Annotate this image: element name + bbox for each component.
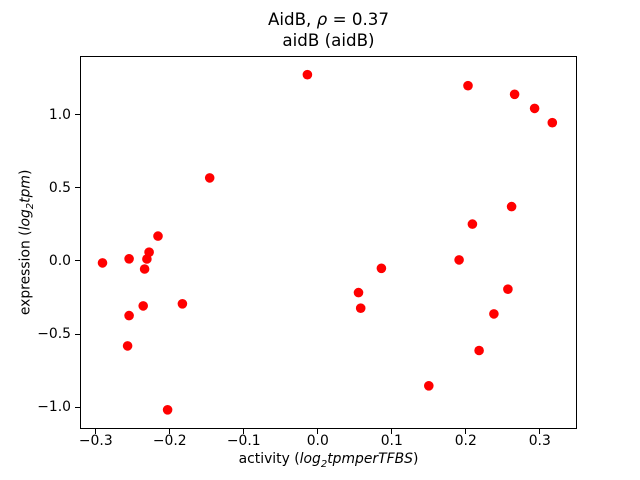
data-point [509, 89, 520, 100]
x-tick-label: 0.1 [380, 433, 403, 449]
y-tick-mark [75, 114, 80, 116]
data-point [376, 263, 387, 274]
data-point [97, 258, 108, 268]
ylabel-prefix: expression ( [17, 230, 34, 316]
x-tick-mark [169, 429, 171, 434]
x-tick-mark [391, 429, 393, 434]
xlabel-sub: 2 [320, 458, 328, 470]
x-tick-mark [317, 429, 319, 434]
x-tick-label: 0.0 [306, 433, 329, 449]
xlabel-prefix: activity ( [238, 451, 300, 467]
data-point [122, 341, 133, 351]
xlabel-suffix: ) [412, 451, 419, 467]
y-tick-mark [75, 333, 80, 335]
ylabel-sub: 2 [25, 202, 37, 210]
data-point [454, 255, 464, 265]
y-tick-label: −1.0 [37, 399, 71, 416]
data-point [489, 309, 499, 319]
data-point [474, 345, 484, 356]
x-tick-label: −0.2 [152, 433, 187, 449]
y-tick-label: 1.0 [48, 106, 71, 123]
x-tick-label: 0.2 [454, 433, 477, 449]
plot-title: AidB, ρ = 0.37 aidB (aidB) [80, 9, 577, 51]
data-point [302, 69, 313, 80]
y-tick-mark [75, 406, 80, 408]
data-point [124, 310, 134, 321]
y-tick-mark [75, 260, 80, 262]
data-point [162, 405, 173, 415]
data-point [139, 264, 150, 274]
data-point [142, 254, 152, 264]
title-gene: AidB, [267, 9, 317, 29]
y-tick-label: −0.5 [37, 326, 71, 343]
data-point [138, 301, 148, 311]
y-tick-label: 0.0 [48, 252, 71, 269]
ylabel-log: log [17, 209, 34, 231]
title-rho-value: = 0.37 [327, 9, 390, 29]
data-point [153, 231, 163, 241]
x-tick-label: −0.1 [226, 433, 261, 449]
data-point [529, 103, 540, 114]
data-point [424, 381, 434, 391]
data-point [547, 117, 558, 128]
x-tick-mark [243, 429, 245, 434]
y-tick-mark [75, 187, 80, 189]
data-point [353, 287, 364, 298]
x-axis-label: activity (log2tpmperTFBS) [80, 451, 577, 473]
data-point [463, 80, 473, 91]
x-tick-mark [465, 429, 467, 434]
rho-symbol: ρ [316, 9, 328, 29]
data-point [124, 254, 134, 264]
x-tick-label: −0.3 [78, 433, 113, 449]
data-point [177, 299, 188, 309]
plot-title-line1: AidB, ρ = 0.37 [80, 9, 577, 30]
ylabel-suffix: ) [17, 169, 34, 176]
x-tick-mark [539, 429, 541, 434]
data-point [503, 284, 513, 294]
plot-subtitle: aidB (aidB) [282, 30, 375, 50]
data-point [355, 303, 366, 313]
data-point [467, 219, 478, 229]
data-point [204, 173, 215, 183]
xlabel-math: log2tpmperTFBS [299, 451, 413, 470]
scatter-points-layer [97, 69, 558, 415]
y-tick-label: 0.5 [48, 179, 71, 196]
data-point [506, 201, 517, 212]
xlabel-unit: tpmperTFBS [327, 451, 413, 467]
plot-area [80, 56, 577, 429]
x-tick-mark [95, 429, 97, 434]
xlabel-log: log [299, 451, 321, 467]
x-tick-label: 0.3 [528, 433, 551, 449]
